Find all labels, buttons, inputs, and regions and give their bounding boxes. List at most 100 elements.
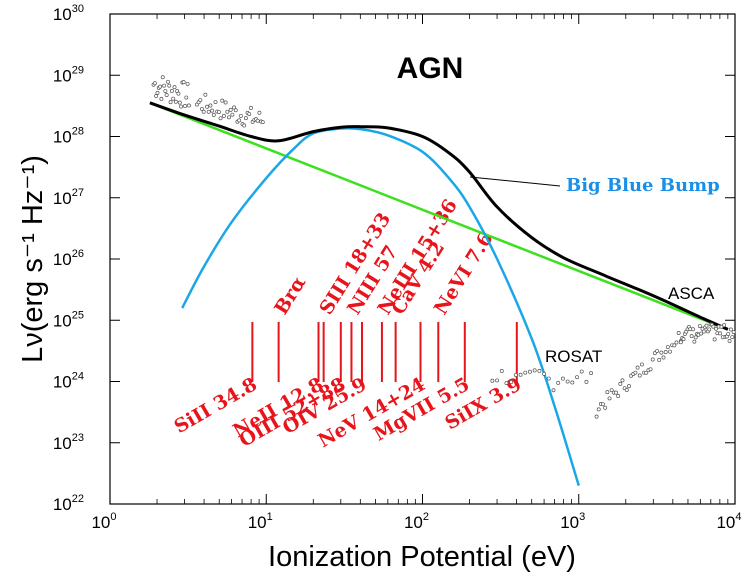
ir-data-point <box>260 120 265 125</box>
y-tick-label: 1022 <box>53 493 84 514</box>
ir-data-point <box>225 109 230 114</box>
ir-data-point <box>179 104 184 109</box>
asca-data-point <box>601 402 605 407</box>
ir-data-point <box>168 100 173 105</box>
ir-data-point <box>181 80 186 85</box>
asca-data-point <box>661 355 666 360</box>
asca-data-point <box>718 331 723 336</box>
asca-data-point <box>616 394 621 398</box>
asca-data-point <box>668 349 672 354</box>
ir-data-point <box>164 93 169 97</box>
ir-data-point <box>176 91 181 96</box>
ir-data-point <box>257 110 262 115</box>
ir-data-point <box>152 81 157 86</box>
rosat-data-point <box>499 369 504 373</box>
rosat-data-point <box>556 380 561 385</box>
asca-data-point <box>672 343 677 348</box>
rosat-data-point <box>560 376 565 381</box>
series-line-total-sed <box>149 101 729 331</box>
asca-data-point <box>726 331 731 336</box>
ir-data-point <box>208 103 213 108</box>
asca-data-point <box>644 370 649 375</box>
ir-data-point <box>177 100 182 105</box>
ir-data-point <box>203 92 208 97</box>
ir-data-point <box>223 100 228 105</box>
asca-data-point <box>607 396 612 401</box>
rosat-data-point <box>579 369 584 374</box>
y-tick-label: 1026 <box>53 248 84 269</box>
asca-data-point <box>731 330 736 334</box>
ir-data-point <box>213 100 218 105</box>
y-tick-label: 1023 <box>53 432 84 453</box>
asca-data-point <box>635 365 640 370</box>
asca-data-point <box>707 327 712 332</box>
y-tick-label: 1024 <box>53 371 84 392</box>
ir-data-point <box>155 90 160 95</box>
asca-data-point <box>620 378 625 383</box>
asca-label: ASCA <box>668 284 715 303</box>
series-line-big-blue-bump <box>181 126 580 486</box>
chart-title: AGN <box>397 52 464 85</box>
asca-data-point <box>665 345 670 349</box>
x-tick-label: 103 <box>560 511 585 532</box>
asca-data-point <box>693 335 698 340</box>
rosat-data-point <box>542 371 547 376</box>
ir-data-point <box>211 112 216 117</box>
asca-data-point <box>704 323 709 328</box>
rosat-data-point <box>523 370 528 375</box>
asca-data-point <box>609 388 614 393</box>
asca-data-point <box>639 362 644 367</box>
asca-data-point <box>692 339 697 344</box>
asca-data-point <box>657 357 662 362</box>
ir-data-point <box>230 112 235 117</box>
ir-data-point <box>232 105 237 110</box>
asca-data-point <box>727 339 732 343</box>
asca-data-point <box>648 367 653 372</box>
ir-data-point <box>171 96 176 101</box>
ir-data-point <box>172 85 177 90</box>
ir-data-point <box>255 118 260 123</box>
ir-data-point <box>158 84 163 89</box>
x-tick-label: 102 <box>404 511 429 532</box>
ir-data-point <box>198 98 203 103</box>
rosat-data-point <box>570 380 575 385</box>
asca-data-point <box>701 329 706 334</box>
ir-data-point <box>160 75 165 80</box>
bbb-pointer-line <box>469 176 561 187</box>
rosat-data-point <box>589 371 594 376</box>
ir-data-point <box>167 83 172 88</box>
asca-data-point <box>633 370 638 375</box>
ir-data-point <box>162 83 166 88</box>
ir-data-point <box>216 110 221 114</box>
rosat-data-point <box>513 372 518 377</box>
asca-data-point <box>730 335 735 339</box>
ir-data-point <box>247 112 252 116</box>
asca-data-point <box>674 340 679 345</box>
asca-data-point <box>712 337 717 342</box>
ir-data-point <box>242 123 247 128</box>
asca-data-point <box>655 349 659 353</box>
ir-data-point <box>201 109 206 114</box>
ir-data-point <box>183 104 187 108</box>
asca-data-point <box>594 414 599 419</box>
asca-data-point <box>691 327 695 332</box>
rosat-data-point <box>575 375 579 380</box>
ir-data-point <box>154 94 159 98</box>
ir-data-point <box>166 79 170 84</box>
asca-data-point <box>624 388 629 392</box>
asca-data-point <box>714 326 718 331</box>
ir-data-point <box>185 81 190 86</box>
rosat-data-point <box>495 378 500 383</box>
asca-data-point <box>650 357 655 362</box>
ir-data-point <box>218 116 223 121</box>
rosat-data-point <box>584 379 589 384</box>
ir-data-point <box>243 116 248 121</box>
series-line-power-law <box>149 101 729 331</box>
ir-data-point <box>169 88 174 93</box>
ir-data-point <box>210 108 215 113</box>
rosat-data-point <box>532 368 537 373</box>
big-blue-bump-label: Big Blue Bump <box>566 175 720 196</box>
ir-data-point <box>227 115 231 120</box>
asca-data-point <box>603 405 608 410</box>
